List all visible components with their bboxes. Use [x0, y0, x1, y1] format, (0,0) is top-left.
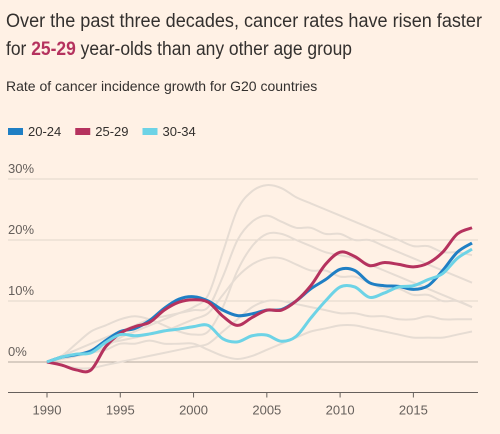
x-tick-label: 1990 — [33, 403, 62, 418]
y-tick-label: 20% — [8, 222, 34, 237]
chart-title: year-olds than any other age group — [76, 39, 352, 60]
y-tick-label: 30% — [8, 161, 34, 176]
chart-title: for 25-29 year-olds than any other age g… — [6, 39, 352, 60]
context-line — [46, 299, 472, 370]
legend-label: 25-29 — [95, 124, 128, 139]
context-line — [46, 256, 473, 363]
legend-swatch — [142, 128, 158, 135]
legend-swatch — [75, 128, 91, 135]
context-line — [46, 184, 473, 363]
x-tick-label: 1995 — [106, 403, 135, 418]
y-tick-label: 0% — [8, 344, 27, 359]
x-tick-label: 2015 — [399, 403, 428, 418]
legend-label: 20-24 — [28, 124, 61, 139]
series-line — [46, 247, 473, 364]
chart-subtitle: Rate of cancer incidence growth for G20 … — [6, 78, 317, 94]
legend-label: 30-34 — [163, 124, 196, 139]
context-line — [46, 324, 473, 363]
chart-title-highlight: 25-29 — [31, 39, 76, 60]
legend-swatch — [8, 128, 23, 135]
chart-title: Over the past three decades, cancer rate… — [6, 11, 483, 32]
y-tick-label: 10% — [8, 283, 34, 298]
x-tick-label: 2010 — [326, 403, 355, 418]
x-tick-label: 2005 — [252, 403, 281, 418]
context-line — [46, 231, 473, 363]
x-tick-label: 2000 — [179, 403, 208, 418]
chart-title: for — [6, 39, 31, 60]
